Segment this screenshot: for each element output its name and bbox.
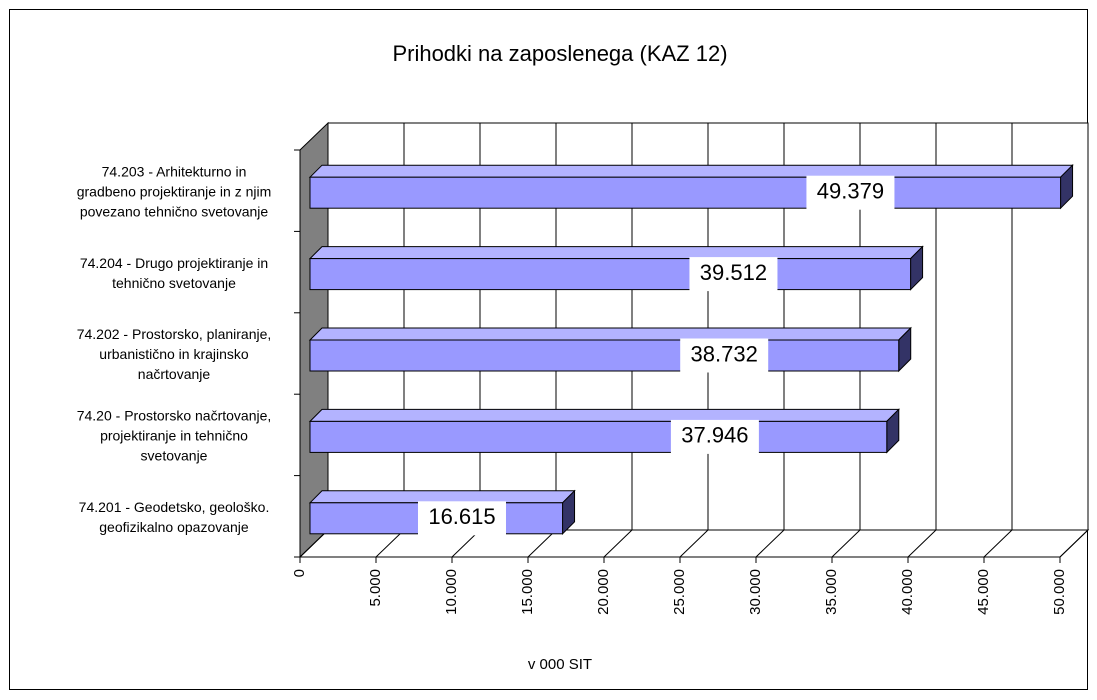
value-label: 38.732 xyxy=(691,341,758,366)
x-tick-label: 35.000 xyxy=(823,569,840,615)
x-axis-title: v 000 SIT xyxy=(528,656,592,673)
value-label: 16.615 xyxy=(428,504,495,529)
bar-top xyxy=(308,164,1074,178)
x-tick-label: 20.000 xyxy=(595,569,612,615)
bar-top xyxy=(308,490,576,504)
x-tick-label: 40.000 xyxy=(899,569,916,615)
category-label: 74.202 - Prostorsko, planiranje, xyxy=(77,326,272,342)
bar-top xyxy=(308,327,912,341)
floor-grid-line xyxy=(527,529,557,558)
x-tick-label: 0 xyxy=(291,569,308,577)
x-tick-label: 50.000 xyxy=(1051,569,1068,615)
bar xyxy=(309,258,912,291)
floor-grid-line xyxy=(831,529,861,558)
category-label: 74.203 - Arhitekturno in xyxy=(102,163,247,179)
value-label-bg xyxy=(417,501,506,536)
bar-top xyxy=(308,246,924,260)
value-label-bg xyxy=(806,175,895,210)
x-tick-label: 45.000 xyxy=(975,569,992,615)
x-tick-label: 5.000 xyxy=(367,569,384,607)
category-label: projektiranje in tehnično xyxy=(100,428,248,444)
category-label: tehnično svetovanje xyxy=(112,275,236,291)
floor-grid-line xyxy=(983,529,1013,558)
value-label-bg xyxy=(670,419,759,454)
bar-top xyxy=(308,408,900,422)
chart-title: Prihodki na zaposlenega (KAZ 12) xyxy=(392,41,727,66)
floor-grid-line xyxy=(375,529,405,558)
category-label: 74.204 - Drugo projektiranje in xyxy=(80,255,268,271)
floor-grid-line xyxy=(603,529,633,558)
floor-grid-line xyxy=(755,529,785,558)
floor-grid-line xyxy=(679,529,709,558)
bar xyxy=(309,339,900,372)
category-label: načrtovanje xyxy=(138,366,211,382)
category-label: svetovanje xyxy=(141,448,208,464)
bar xyxy=(309,420,888,453)
category-label: geofizikalno opazovanje xyxy=(99,519,249,535)
value-label-bg xyxy=(689,257,778,292)
floor-grid-line xyxy=(907,529,937,558)
x-tick-label: 30.000 xyxy=(747,569,764,615)
category-label: 74.201 - Geodetsko, geološko. xyxy=(79,499,270,515)
category-label: gradbeno projektiranje in z njim xyxy=(77,183,272,199)
floor-grid-line xyxy=(1059,529,1089,558)
x-tick-label: 25.000 xyxy=(671,569,688,615)
x-tick-label: 15.000 xyxy=(519,569,536,615)
value-label-bg xyxy=(680,338,769,373)
category-label: povezano tehnično svetovanje xyxy=(80,203,269,219)
floor-grid-line xyxy=(299,529,329,558)
category-label: 74.20 - Prostorsko načrtovanje, xyxy=(77,408,272,424)
bar xyxy=(309,176,1062,209)
x-tick-label: 10.000 xyxy=(443,569,460,615)
category-label: urbanistično in krajinsko xyxy=(99,346,249,362)
value-label: 49.379 xyxy=(817,179,884,204)
value-label: 37.946 xyxy=(681,423,748,448)
value-label: 39.512 xyxy=(700,260,767,285)
